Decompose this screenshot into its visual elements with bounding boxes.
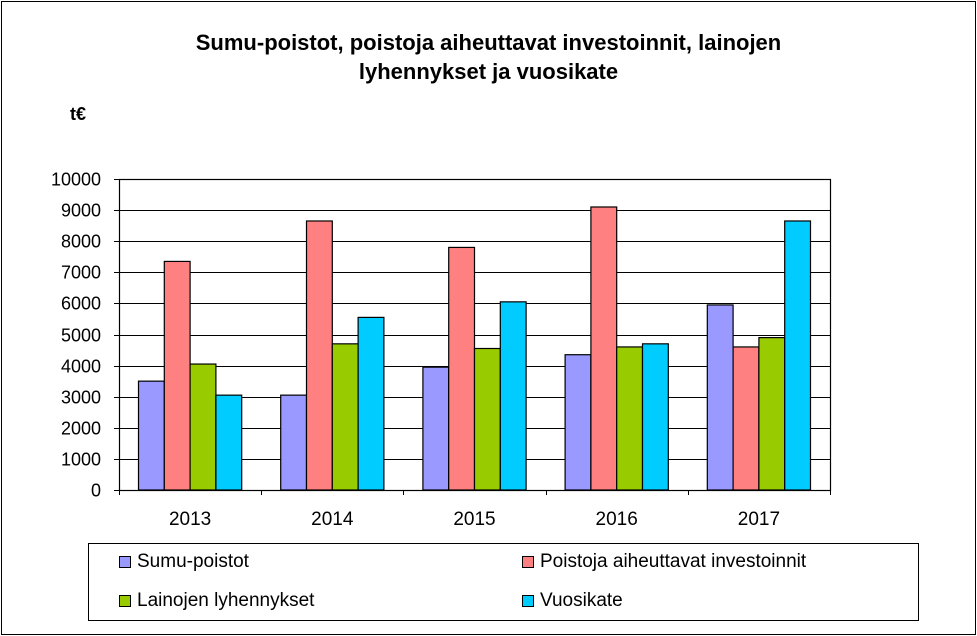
bar: [357, 316, 385, 491]
bar: [422, 366, 450, 491]
bar: [305, 220, 333, 491]
x-tick-label: 2017: [738, 509, 780, 530]
bar: [732, 346, 760, 491]
y-tick-label: 8000: [61, 232, 101, 252]
y-tick-label: 0: [91, 481, 101, 501]
y-tick-label: 9000: [61, 201, 101, 221]
bar: [189, 363, 217, 491]
bar: [616, 346, 644, 491]
bar: [758, 337, 786, 491]
bar: [280, 394, 308, 491]
bar: [448, 246, 476, 491]
y-tick-label: 6000: [61, 294, 101, 314]
bars: [137, 206, 812, 491]
bar: [137, 380, 165, 491]
y-tick-label: 2000: [61, 419, 101, 439]
x-tick-labels: 2013 2014 2015 2016 2017: [169, 509, 780, 530]
bar: [564, 354, 592, 491]
y-tick-labels: 0 1000 2000 3000 4000 5000 6000 7000 8000 9000 100…: [51, 170, 101, 501]
legend-item-sumu-poistot: Sumu-poistot: [119, 551, 249, 573]
y-axis-unit-label: t€: [70, 104, 87, 124]
legend-swatch-vuosikate: [522, 595, 534, 607]
bar: [784, 220, 812, 491]
x-tick-label: 2015: [453, 509, 495, 530]
legend-swatch-poistoja-aiheuttavat-investoinnit: [522, 556, 534, 568]
legend-swatch-lainojen-lyhennykset: [119, 595, 131, 607]
legend-item-lainojen-lyhennykset: Lainojen lyhennykset: [119, 590, 314, 612]
y-tick-label: 3000: [61, 388, 101, 408]
legend-label-vuosikate: Vuosikate: [540, 590, 623, 611]
bar: [706, 304, 734, 491]
y-tick-label: 1000: [61, 450, 101, 470]
bar: [590, 206, 618, 491]
bar: [641, 343, 669, 491]
bar: [473, 347, 501, 491]
y-tick-label: 7000: [61, 263, 101, 283]
bar: [215, 394, 243, 491]
plot-border: [118, 178, 832, 492]
legend-label-sumu-poistot: Sumu-poistot: [137, 551, 249, 572]
chart-title: Sumu-poistot, poistoja aiheuttavat inves…: [0, 28, 977, 86]
legend-swatch-sumu-poistot: [119, 556, 131, 568]
axes: [114, 178, 832, 495]
x-tick-label: 2013: [169, 509, 211, 530]
chart-title-line-1: Sumu-poistot, poistoja aiheuttavat inves…: [195, 30, 782, 55]
legend: Sumu-poistot Poistoja aiheuttavat invest…: [88, 543, 919, 621]
y-tick-label: 4000: [61, 357, 101, 377]
legend-label-poistoja-aiheuttavat-investoinnit: Poistoja aiheuttavat investoinnit: [540, 551, 807, 572]
bar: [499, 301, 527, 491]
bar: [163, 260, 191, 491]
bar: [331, 343, 359, 491]
legend-label-lainojen-lyhennykset: Lainojen lyhennykset: [137, 590, 315, 611]
y-tick-label: 10000: [51, 170, 101, 190]
chart-title-line-2: lyhennykset ja vuosikate: [358, 59, 619, 84]
x-tick-label: 2014: [311, 509, 354, 530]
x-tick-label: 2016: [596, 509, 638, 530]
legend-item-poistoja-aiheuttavat-investoinnit: Poistoja aiheuttavat investoinnit: [522, 551, 806, 573]
legend-item-vuosikate: Vuosikate: [522, 590, 623, 612]
y-tick-label: 5000: [61, 326, 101, 346]
